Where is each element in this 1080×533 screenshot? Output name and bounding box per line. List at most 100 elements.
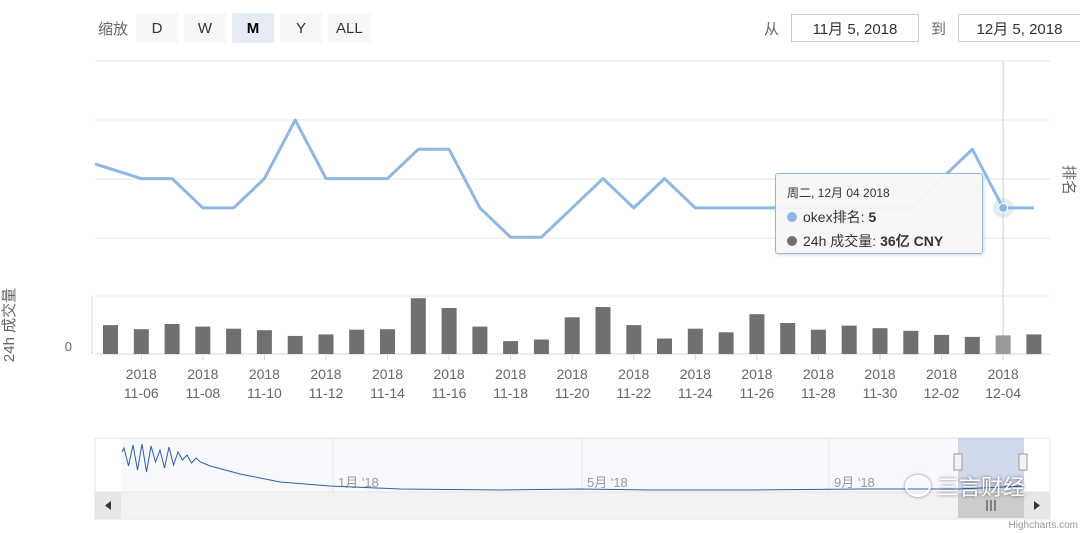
tooltip-rank-row: okex排名: 5 <box>787 207 971 227</box>
x-tick-label-date: 11-06 <box>124 385 159 401</box>
volume-bar <box>380 329 395 354</box>
x-tick-label-year: 2018 <box>126 366 157 382</box>
x-tick-label-date: 11-22 <box>616 385 651 401</box>
x-tick-label-date: 11-28 <box>801 385 836 401</box>
range-button-year[interactable]: Y <box>280 13 323 43</box>
volume-bar <box>164 324 180 354</box>
volume-bar <box>441 308 457 354</box>
watermark: 三言财经 <box>905 470 1025 502</box>
x-tick-label-year: 2018 <box>988 366 1019 382</box>
navigator-handle <box>953 453 963 471</box>
volume-bar <box>256 330 272 354</box>
volume-bar <box>626 325 642 354</box>
volume-bar <box>749 314 765 354</box>
volume-bar <box>687 328 703 354</box>
tooltip-rank-label: okex排名: <box>803 209 865 225</box>
arrow-right-icon <box>1034 501 1040 510</box>
x-tick-label-date: 11-30 <box>863 385 898 401</box>
x-tick-label-date: 12-04 <box>985 385 1021 401</box>
x-tick-label-date: 11-10 <box>247 385 282 401</box>
from-label: 从 <box>763 20 779 38</box>
date-range-inputs: 从 到 <box>752 13 1080 43</box>
navigator-frame <box>94 437 1051 493</box>
volume-bar <box>1026 334 1042 354</box>
volume-bar <box>195 326 211 354</box>
volume-bar <box>964 336 980 354</box>
x-tick-label-year: 2018 <box>680 366 711 382</box>
rank-series-dot-icon <box>787 212 797 222</box>
volume-axis-title: 24h 成交量 <box>0 288 18 362</box>
x-tick-label-year: 2018 <box>310 366 341 382</box>
range-button-week[interactable]: W <box>184 13 227 43</box>
x-tick-label-date: 12-02 <box>924 385 960 401</box>
navigator-mask-left <box>122 438 960 492</box>
x-tick-label-year: 2018 <box>618 366 649 382</box>
x-tick-label-date: 11-16 <box>432 385 467 401</box>
volume-series-dot-icon <box>787 236 797 246</box>
volume-bar <box>133 329 149 354</box>
volume-bar <box>226 328 242 354</box>
x-tick-label-date: 11-24 <box>678 385 713 401</box>
x-tick-label-date: 11-26 <box>739 385 774 401</box>
x-tick-label-year: 2018 <box>803 366 834 382</box>
x-tick-label-date: 11-20 <box>555 385 590 401</box>
range-selector: 缩放 D W M Y ALL <box>98 13 377 43</box>
volume-bar <box>903 330 919 355</box>
volume-bar <box>349 329 365 354</box>
volume-bar <box>287 335 303 354</box>
volume-bar <box>595 307 611 354</box>
range-button-month[interactable]: M <box>232 13 275 43</box>
volume-bar <box>841 325 857 354</box>
from-date-input[interactable] <box>790 14 919 42</box>
x-tick-label-date: 11-14 <box>370 385 405 401</box>
credits-link[interactable]: Highcharts.com <box>1008 520 1078 531</box>
volume-bar <box>472 326 488 354</box>
tooltip-volume-label: 24h 成交量: <box>803 233 877 249</box>
volume-bar <box>533 339 549 354</box>
x-tick-label-year: 2018 <box>187 366 218 382</box>
navigator-label: 9月 '18 <box>834 475 875 490</box>
x-tick-label-year: 2018 <box>926 366 957 382</box>
tooltip-volume-row: 24h 成交量: 36亿 CNY <box>787 231 971 251</box>
watermark-text: 三言财经 <box>937 475 1026 500</box>
navigator-selection <box>958 438 1024 492</box>
tooltip-volume-value: 36亿 CNY <box>880 233 944 249</box>
tooltip-rank-value: 5 <box>868 209 877 225</box>
volume-bar <box>780 323 796 354</box>
rank-hover-point <box>998 202 1009 213</box>
volume-bar <box>564 317 580 354</box>
navigator-label: 5月 '18 <box>587 475 628 490</box>
x-tick-label-year: 2018 <box>372 366 403 382</box>
x-tick-label-year: 2018 <box>864 366 895 382</box>
volume-bar <box>503 341 519 354</box>
x-tick-label-year: 2018 <box>434 366 465 382</box>
volume-bar <box>318 334 334 354</box>
x-tick-label-year: 2018 <box>495 366 526 382</box>
navigator-series-line <box>121 443 1025 491</box>
volume-bar <box>995 335 1011 354</box>
volume-bar <box>872 328 888 354</box>
tooltip-date: 周二, 12月 04 2018 <box>787 186 890 200</box>
wechat-icon <box>905 475 931 497</box>
volume-axis-zero-tick: 0 <box>65 339 72 354</box>
arrow-left-icon <box>105 501 111 510</box>
range-button-all[interactable]: ALL <box>328 13 371 43</box>
to-label: 到 <box>930 20 946 38</box>
volume-bar <box>718 332 734 354</box>
x-tick-label-date: 11-08 <box>185 385 220 401</box>
range-button-day[interactable]: D <box>136 13 179 43</box>
volume-bar <box>657 338 672 354</box>
x-tick-label-date: 11-18 <box>493 385 528 401</box>
volume-bar <box>810 329 826 354</box>
range-selector-label: 缩放 <box>98 20 129 38</box>
navigator[interactable]: 1月 '18 5月 '18 9月 '18 <box>94 437 1051 520</box>
volume-bar <box>410 298 426 354</box>
volume-bar <box>103 325 118 354</box>
x-tick-label-year: 2018 <box>557 366 588 382</box>
to-date-input[interactable] <box>958 14 1080 42</box>
x-tick-label-year: 2018 <box>249 366 280 382</box>
chart-tooltip: 周二, 12月 04 2018 okex排名: 5 24h 成交量: 36亿 C… <box>775 173 983 254</box>
x-tick-label-year: 2018 <box>741 366 772 382</box>
x-tick-label-date: 11-12 <box>309 385 344 401</box>
